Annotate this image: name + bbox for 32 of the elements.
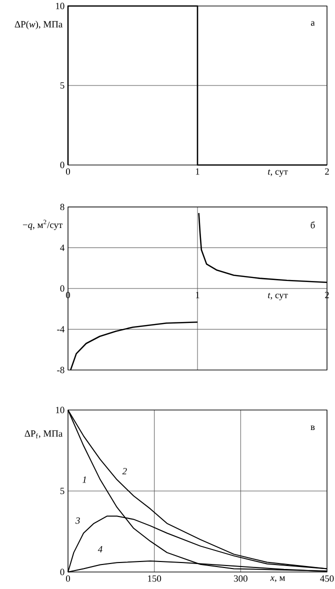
- text: в: [310, 426, 315, 430]
- series-label: 3: [75, 517, 80, 524]
- y-tick-label: 8: [60, 204, 64, 210]
- series-label: 1: [82, 476, 86, 483]
- y-tick-label: 0: [60, 285, 64, 292]
- text: б: [310, 221, 315, 228]
- x-tick-label: 300: [234, 575, 248, 582]
- y-tick-label: 0: [60, 162, 64, 168]
- x-axis-title: t, сут: [268, 169, 288, 177]
- x-tick-label: 1: [196, 292, 200, 298]
- x-axis-title: t, сут: [268, 292, 288, 300]
- y-tick-label: 5: [60, 82, 64, 89]
- y-tick-label: 10: [56, 406, 64, 414]
- x-tick-label: 0: [66, 168, 70, 175]
- y-tick-label: -8: [57, 366, 64, 374]
- y-tick-label: 5: [60, 488, 64, 494]
- y-axis-title: ΔP$_{f}$, МПа: [24, 430, 63, 438]
- y-tick-label: 10: [56, 2, 64, 10]
- x-tick-label: 2: [325, 168, 329, 175]
- y-tick-label: 0: [60, 568, 64, 576]
- series-label: 2: [122, 468, 127, 474]
- y-tick-label: -4: [57, 326, 65, 332]
- x-tick-label: 150: [148, 575, 162, 582]
- x-tick-label: 0: [66, 575, 70, 582]
- text: а: [310, 21, 315, 26]
- y-axis-title: ΔP(w), МПа: [14, 20, 63, 30]
- x-axis-title: x, м: [270, 576, 286, 582]
- series-label: 4: [98, 546, 102, 552]
- x-tick-label: 450: [320, 575, 334, 582]
- x-tick-label: 1: [196, 168, 200, 175]
- y-axis-title: −q, м$^{2}$/сут: [22, 220, 63, 230]
- y-tick-label: 4: [60, 244, 65, 251]
